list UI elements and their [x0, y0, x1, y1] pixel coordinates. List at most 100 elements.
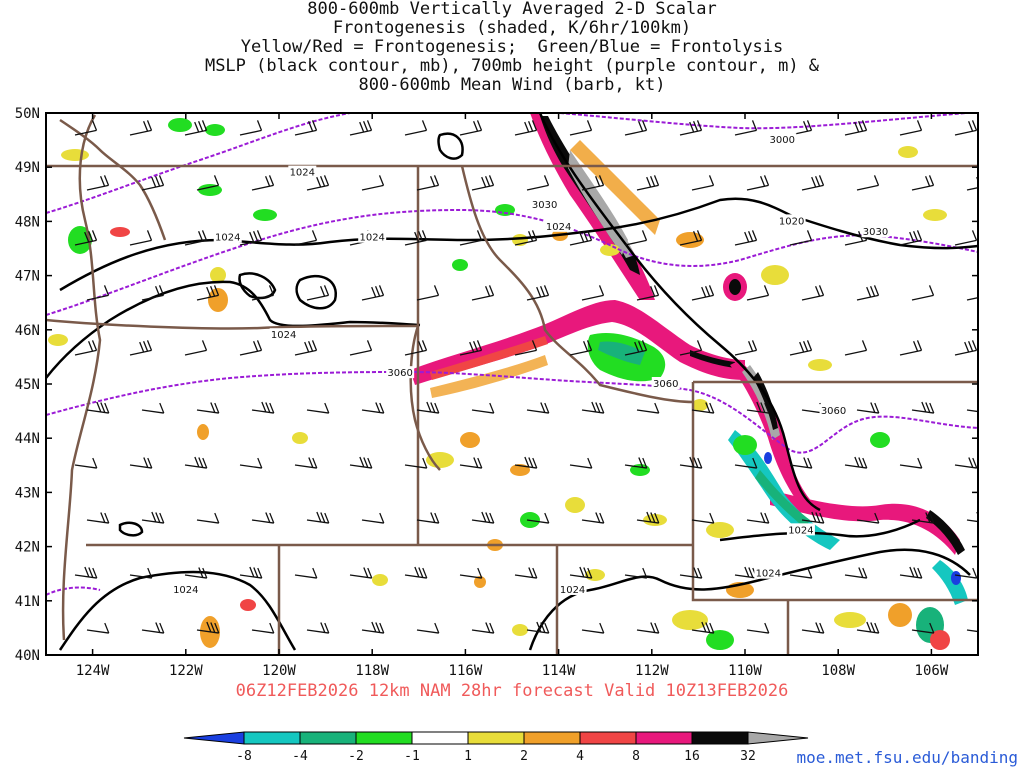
mslp-contour-label-bg: [558, 582, 587, 595]
height-contour-label: 3060: [387, 368, 412, 379]
mslp-contour-label: 1024: [173, 585, 198, 596]
wind-barb: [196, 512, 220, 524]
wind-barb: [746, 622, 770, 634]
wind-barb: [404, 230, 428, 246]
mslp-contour-label: 1024: [546, 222, 571, 233]
wind-barb: [679, 456, 703, 469]
colorbar-label: -2: [348, 749, 364, 764]
wind-barb: [746, 285, 770, 301]
wind-barb: [294, 230, 318, 246]
colorbar-segment: [691, 731, 749, 745]
height-contour-label-bg: [819, 404, 848, 417]
lat-label: 48N: [15, 214, 40, 230]
wind-barb: [746, 512, 770, 524]
wind-barb: [251, 285, 275, 301]
height-contour-label-bg: [386, 366, 415, 379]
wind-barb: [624, 230, 648, 246]
wind-barb: [801, 285, 825, 301]
wind-barb: [129, 457, 153, 469]
wind-barb: [416, 512, 440, 524]
wind-barb: [801, 175, 825, 191]
wind-barb: [856, 402, 880, 414]
wind-barb: [636, 622, 660, 634]
colorbar-segment: [299, 731, 357, 745]
lon-label: 108W: [821, 663, 855, 679]
lon-label: 106W: [915, 663, 949, 679]
wind-barb: [361, 285, 385, 301]
wind-barb: [789, 340, 813, 356]
wind-barb: [471, 175, 495, 191]
wind-barb: [856, 285, 880, 301]
wind-barb: [251, 401, 275, 414]
wind-barb: [349, 120, 373, 136]
wind-barb: [624, 120, 648, 136]
height-contour-label: 3030: [863, 227, 888, 238]
wind-barb: [404, 340, 428, 356]
lat-label: 49N: [15, 160, 40, 176]
wind-barb: [471, 402, 495, 414]
wind-barb: [801, 511, 825, 524]
wind-barb: [899, 340, 923, 356]
wind-barb: [251, 512, 275, 524]
wind-barb: [404, 457, 428, 469]
wind-barb: [129, 340, 153, 356]
title-line-4: MSLP (black contour, mb), 700mb height (…: [204, 56, 820, 76]
colorbar-segment: [183, 731, 245, 745]
wind-barbs: [74, 120, 978, 634]
wind-barb: [801, 622, 825, 634]
wind-barb: [734, 457, 758, 469]
wind-barb: [86, 512, 110, 524]
wind-barb: [569, 340, 593, 356]
wind-barb: [581, 512, 605, 524]
mslp-contour-label-bg: [213, 230, 242, 243]
wind-barb: [734, 120, 758, 136]
wind-barb: [581, 622, 605, 634]
wind-barb: [569, 120, 593, 136]
mslp-contour-label: 1024: [756, 569, 781, 580]
lon-label: 110W: [728, 663, 762, 679]
wind-barb: [239, 566, 263, 579]
wind-barb: [239, 120, 263, 136]
height-contour-label-bg: [768, 133, 797, 146]
colorbar-label: 1: [464, 749, 472, 764]
wind-barb: [361, 512, 385, 524]
wind-barb: [349, 456, 373, 469]
mslp-contour-label-bg: [544, 219, 573, 232]
mslp-contour-labels: 1024 1024 1024 1024 1020 1024 1024 1024 1024 1024: [171, 165, 815, 596]
wind-barb: [856, 512, 880, 524]
height-contour-label-bg: [861, 225, 890, 238]
wind-barb: [911, 512, 935, 524]
map-title: 800-600mb Vertically Averaged 2-D Scalar…: [0, 0, 1024, 95]
mslp-contour-label: 1024: [215, 233, 240, 244]
wind-barb: [899, 230, 923, 246]
wind-barb: [844, 456, 868, 469]
wind-barb: [581, 285, 605, 301]
colorbar-label: 8: [632, 749, 640, 764]
lat-label: 43N: [15, 485, 40, 501]
wind-barb: [294, 340, 318, 356]
colorbar-label: 4: [576, 749, 584, 764]
wind-barb: [294, 567, 318, 579]
wind-barb: [141, 175, 165, 191]
wind-barb: [416, 285, 440, 301]
wind-barb: [899, 120, 923, 136]
colorbar-label: 32: [740, 749, 756, 764]
height-contour-label: 3000: [770, 135, 795, 146]
lon-label: 120W: [262, 663, 296, 679]
wind-barb: [514, 567, 538, 579]
wind-barb: [691, 402, 715, 414]
lat-label: 41N: [15, 594, 40, 610]
wind-barb: [911, 285, 935, 301]
lon-label: 122W: [169, 663, 203, 679]
colorbar-segment: [747, 731, 809, 745]
wind-barb: [856, 621, 880, 634]
lat-label: 42N: [15, 540, 40, 556]
wind-barb: [349, 567, 373, 579]
wind-barb: [636, 285, 660, 301]
wind-barb: [416, 401, 440, 414]
colorbar: -8 -4 -2 -1 1 2 4 8 16 32: [183, 731, 809, 764]
wind-barb: [196, 621, 220, 634]
wind-barb: [459, 567, 483, 579]
wind-barb: [691, 621, 715, 634]
